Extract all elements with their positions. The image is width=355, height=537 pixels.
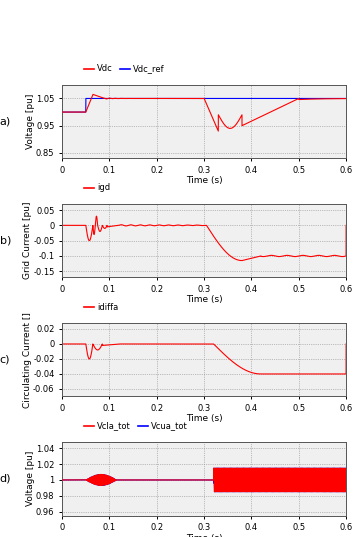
X-axis label: Time (s): Time (s) — [186, 534, 223, 537]
Legend: Vdc, Vdc_ref: Vdc, Vdc_ref — [81, 61, 168, 77]
Legend: Vcla_tot, Vcua_tot: Vcla_tot, Vcua_tot — [81, 418, 191, 434]
Y-axis label: Voltage [pu]: Voltage [pu] — [26, 94, 34, 149]
Text: a): a) — [0, 117, 11, 127]
X-axis label: Time (s): Time (s) — [186, 176, 223, 185]
X-axis label: Time (s): Time (s) — [186, 295, 223, 304]
X-axis label: Time (s): Time (s) — [186, 415, 223, 424]
Y-axis label: Circulating Current []: Circulating Current [] — [23, 312, 32, 408]
Y-axis label: Grid Current [pu]: Grid Current [pu] — [23, 202, 32, 279]
Text: c): c) — [0, 355, 10, 365]
Text: b): b) — [0, 236, 11, 245]
Legend: idiffa: idiffa — [81, 299, 122, 315]
Text: d): d) — [0, 474, 11, 484]
Y-axis label: Voltage [pu]: Voltage [pu] — [26, 451, 34, 506]
Legend: igd: igd — [81, 180, 114, 196]
